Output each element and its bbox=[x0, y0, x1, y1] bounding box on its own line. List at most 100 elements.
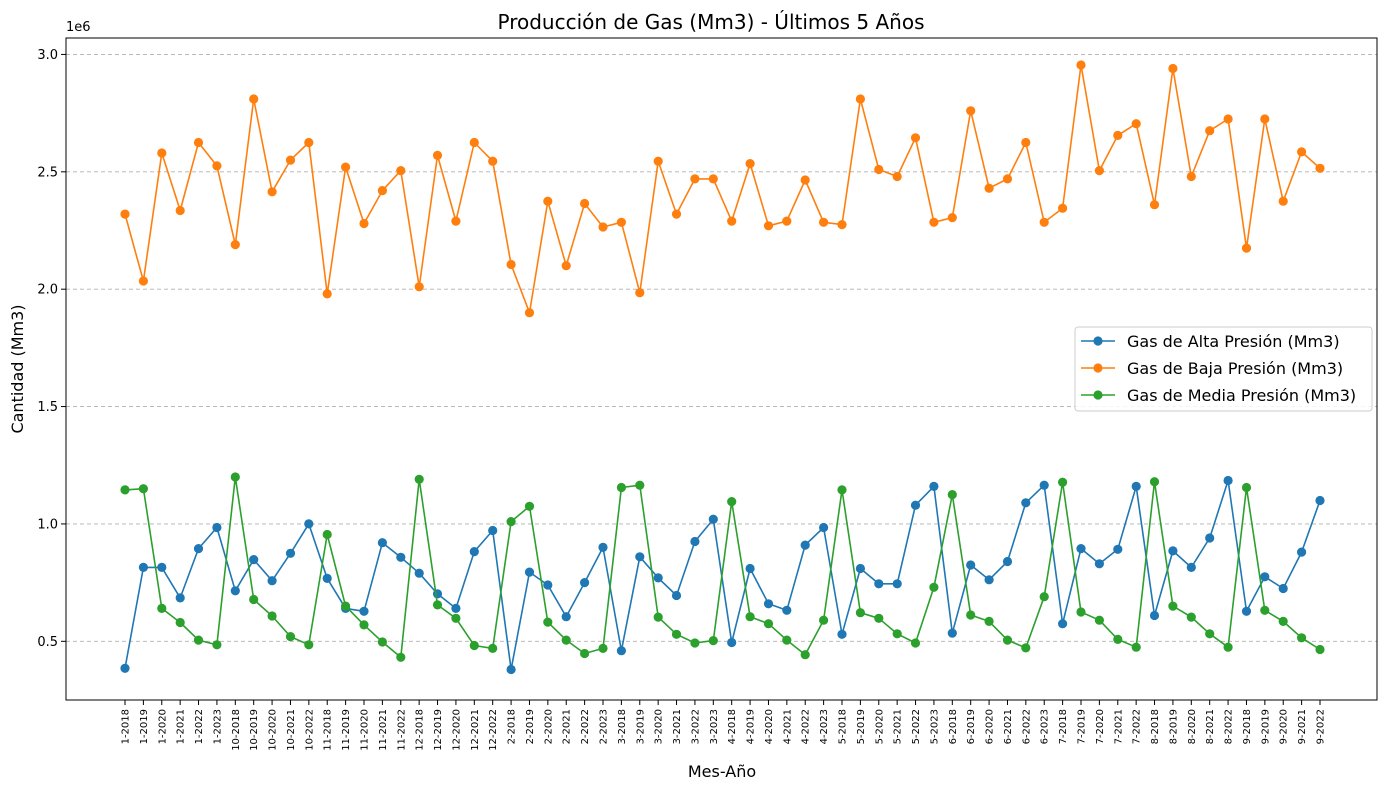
data-point bbox=[763, 221, 774, 231]
x-tick-label: 3-2022 bbox=[690, 709, 701, 744]
data-point bbox=[874, 164, 884, 175]
x-tick-label: 8-2022 bbox=[1224, 709, 1235, 744]
x-tick-label: 8-2021 bbox=[1205, 709, 1216, 744]
y-tick-label: 3.0 bbox=[37, 48, 58, 63]
data-point bbox=[635, 480, 645, 490]
data-point bbox=[322, 573, 332, 584]
data-point bbox=[377, 637, 387, 647]
series-3 bbox=[120, 472, 1325, 662]
x-tick-label: 10-2019 bbox=[249, 709, 260, 751]
data-point bbox=[193, 137, 204, 148]
data-point bbox=[1131, 481, 1141, 491]
data-point bbox=[506, 259, 516, 270]
data-point bbox=[469, 137, 479, 148]
data-point bbox=[1113, 544, 1123, 554]
data-point bbox=[1315, 163, 1325, 173]
data-point bbox=[819, 217, 829, 227]
x-tick-label: 7-2020 bbox=[1095, 709, 1106, 744]
data-point bbox=[1021, 498, 1031, 508]
data-point bbox=[230, 472, 240, 482]
data-point bbox=[506, 517, 516, 527]
data-point bbox=[984, 616, 994, 627]
x-tick-label: 10-2018 bbox=[231, 709, 242, 751]
x-tick-label: 3-2021 bbox=[672, 709, 683, 744]
data-point bbox=[1278, 616, 1288, 627]
x-tick-label: 6-2018 bbox=[948, 709, 959, 744]
data-point bbox=[230, 586, 240, 596]
data-point bbox=[120, 485, 130, 495]
data-point bbox=[1131, 642, 1141, 652]
data-point bbox=[1241, 482, 1252, 493]
data-point bbox=[157, 562, 167, 573]
data-point bbox=[635, 288, 645, 298]
data-point bbox=[1113, 634, 1123, 645]
data-point bbox=[1260, 605, 1270, 615]
data-point bbox=[212, 161, 222, 171]
data-point bbox=[1223, 642, 1233, 652]
x-tick-label: 1-2021 bbox=[176, 709, 187, 744]
x-tick-label: 2-2021 bbox=[562, 709, 573, 744]
x-tick-label: 10-2021 bbox=[286, 709, 297, 751]
legend-marker bbox=[1093, 390, 1103, 400]
data-point bbox=[1297, 547, 1307, 557]
data-point bbox=[1002, 556, 1013, 567]
data-point bbox=[414, 474, 424, 484]
series-2 bbox=[120, 60, 1325, 318]
x-tick-label: 4-2022 bbox=[801, 709, 812, 744]
data-point bbox=[1058, 203, 1068, 213]
data-point bbox=[1241, 243, 1252, 253]
data-point bbox=[837, 220, 847, 230]
series-line bbox=[124, 479, 1321, 671]
data-point bbox=[524, 501, 535, 511]
data-point bbox=[543, 196, 553, 206]
data-point bbox=[451, 613, 461, 623]
data-point bbox=[800, 540, 810, 550]
data-point bbox=[947, 628, 957, 638]
x-tick-label: 4-2023 bbox=[819, 709, 830, 744]
data-point bbox=[377, 186, 387, 196]
data-point bbox=[598, 643, 608, 654]
x-tick-label: 9-2022 bbox=[1316, 709, 1327, 744]
data-point bbox=[855, 608, 866, 618]
x-tick-label: 5-2023 bbox=[929, 709, 940, 744]
data-point bbox=[377, 538, 387, 548]
data-point bbox=[1223, 475, 1233, 486]
data-point bbox=[616, 217, 627, 227]
legend-label: Gas de Media Presión (Mm3) bbox=[1127, 386, 1356, 405]
data-point bbox=[120, 663, 130, 673]
data-point bbox=[1241, 606, 1252, 616]
data-point bbox=[690, 536, 700, 547]
x-tick-label: 8-2018 bbox=[1150, 709, 1161, 744]
data-point bbox=[1297, 147, 1307, 157]
y-tick-label: 1.0 bbox=[37, 517, 58, 532]
data-point bbox=[1149, 610, 1160, 621]
data-point bbox=[322, 529, 332, 540]
data-point bbox=[598, 222, 608, 232]
data-point bbox=[359, 620, 369, 630]
data-point bbox=[580, 648, 590, 659]
x-tick-label: 6-2019 bbox=[966, 709, 977, 744]
data-point bbox=[249, 555, 259, 565]
data-point bbox=[653, 573, 663, 583]
data-point bbox=[910, 500, 921, 510]
data-point bbox=[653, 612, 663, 622]
legend-box bbox=[1074, 326, 1373, 412]
data-point bbox=[1058, 619, 1068, 629]
x-tick-label: 4-2018 bbox=[727, 709, 738, 744]
y-ticks: 0.5 1.0 1.5 2.0 2.5 3.0 bbox=[37, 48, 66, 650]
data-point bbox=[1278, 583, 1288, 594]
data-point bbox=[727, 497, 737, 507]
x-tick-label: 3-2020 bbox=[654, 709, 665, 744]
data-point bbox=[561, 612, 571, 622]
x-tick-label: 5-2021 bbox=[893, 709, 904, 744]
data-point bbox=[1076, 60, 1086, 70]
data-point bbox=[984, 575, 994, 585]
legend-item: Gas de Baja Presión (Mm3) bbox=[1081, 359, 1343, 378]
data-point bbox=[1021, 643, 1031, 653]
x-tick-label: 11-2018 bbox=[323, 709, 334, 751]
data-point bbox=[1113, 130, 1123, 140]
data-point bbox=[175, 205, 185, 216]
data-point bbox=[285, 548, 296, 558]
x-tick-label: 1-2020 bbox=[157, 709, 168, 744]
data-point bbox=[800, 650, 810, 660]
